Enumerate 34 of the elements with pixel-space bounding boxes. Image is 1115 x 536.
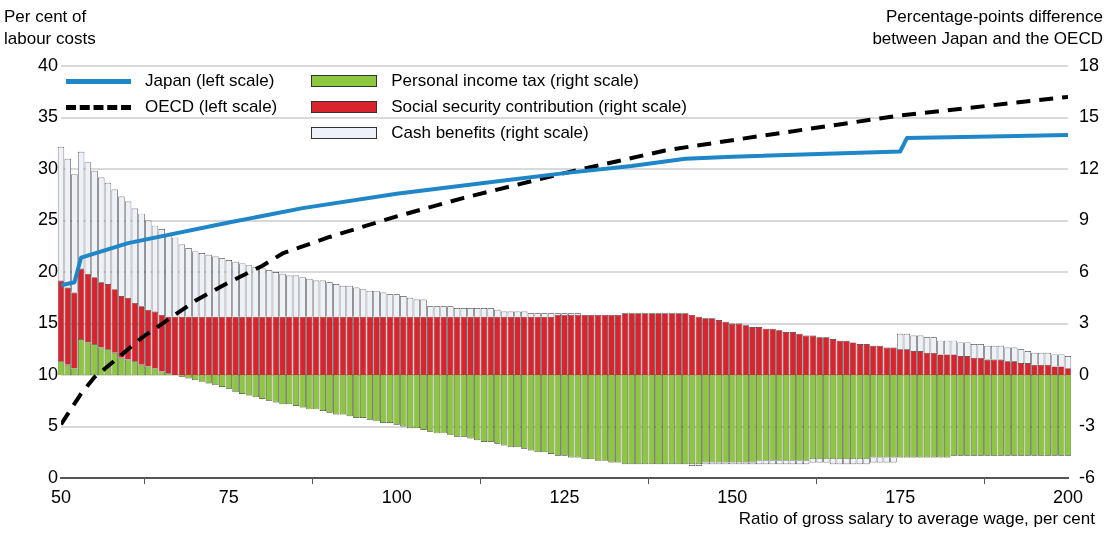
y2-tick-label: -3 xyxy=(1079,415,1096,436)
y-tick-label: 35 xyxy=(37,106,58,127)
x-tick-label: 200 xyxy=(1052,486,1084,507)
x-tick-label: 100 xyxy=(381,486,412,507)
y2-axis-title: Percentage-points difference between Japan and the OECD xyxy=(871,6,1103,50)
y2-tick-label: 3 xyxy=(1079,312,1090,333)
y-tick-label: 30 xyxy=(37,157,58,178)
y2-tick-label: 0 xyxy=(1079,363,1090,384)
x-tick-label: 175 xyxy=(885,486,916,507)
legend-label: Social security contribution (right scale) xyxy=(391,97,687,117)
y-tick-label: 20 xyxy=(37,260,58,281)
x-tick-label: 125 xyxy=(549,486,580,507)
y-tick-label: 5 xyxy=(47,415,58,436)
y2-tick-label: 6 xyxy=(1079,260,1090,281)
y2-tick-label: 9 xyxy=(1079,209,1090,230)
legend-label: Japan (left scale) xyxy=(145,71,275,91)
y2-tick-label: 12 xyxy=(1079,157,1100,178)
line-series xyxy=(61,94,1068,427)
y-tick-label: 15 xyxy=(37,312,58,333)
y-tick-label: 40 xyxy=(37,54,58,75)
x-tick-label: 75 xyxy=(218,486,239,507)
y2-tick-label: 15 xyxy=(1079,106,1100,127)
x-tick-label: 150 xyxy=(717,486,748,507)
y-tick-label: 25 xyxy=(37,209,58,230)
legend-label: OECD (left scale) xyxy=(145,97,278,117)
y-tick-label: 10 xyxy=(37,363,58,384)
y-axis-title: Per cent of labour costs xyxy=(4,6,97,50)
y2-tick-label: -6 xyxy=(1079,466,1096,487)
x-tick-label: 50 xyxy=(50,486,72,507)
y-tick-label: 0 xyxy=(47,466,58,487)
legend-label: Cash benefits (right scale) xyxy=(391,123,589,143)
y2-tick-label: 18 xyxy=(1079,54,1100,75)
legend-label: Personal income tax (right scale) xyxy=(391,71,639,91)
x-axis-title: Ratio of gross salary to average wage, per cent xyxy=(738,508,1095,530)
